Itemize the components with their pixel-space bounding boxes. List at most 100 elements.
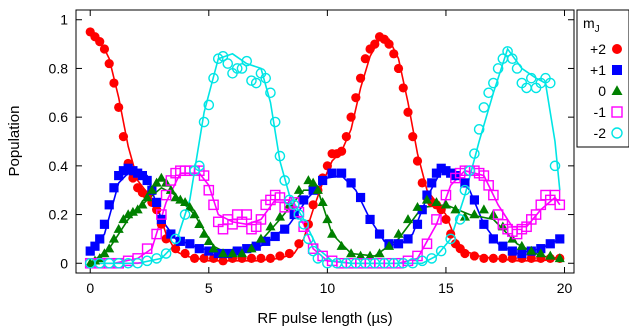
data-point [123,163,133,173]
data-point [171,244,181,254]
data-point [393,63,404,74]
data-point [203,184,215,196]
x-tick-label: 5 [205,280,213,296]
data-point [137,199,148,209]
data-point [544,77,556,89]
legend-marker [612,44,622,54]
data-point [104,243,115,253]
data-point [322,214,333,224]
y-axis-title: Population [6,106,23,177]
data-point [351,93,361,103]
legend-label: -2 [594,125,607,141]
data-point [284,248,295,259]
data-point [421,194,433,204]
plot-frame [75,9,575,274]
data-point [123,209,134,219]
data-point [217,50,229,62]
fit-line--2 [90,47,561,265]
y-tick-label: 0.8 [49,60,69,76]
data-point [227,248,238,258]
data-point [483,87,494,99]
data-point [242,244,252,254]
data-point [402,214,414,224]
data-point [441,214,451,225]
data-point [441,166,451,176]
data-point [246,243,257,253]
data-point [307,245,319,257]
data-point [156,209,167,220]
data-point [498,241,508,251]
data-point [208,199,219,211]
data-point [132,253,143,264]
data-point [479,253,489,263]
data-point [417,178,427,188]
data-point [431,197,442,207]
data-point [236,248,248,258]
data-point [435,245,447,257]
legend-label: +2 [590,41,606,57]
data-point [554,253,565,263]
legend-title-main: m [583,15,595,31]
data-point [403,107,413,117]
data-point [549,160,561,172]
data-point [440,189,452,201]
data-point [194,219,205,228]
data-point [109,183,119,193]
x-tick-label: 15 [438,280,454,296]
data-point [412,219,423,229]
data-point [421,238,433,250]
data-point [255,233,267,243]
data-point [231,63,243,74]
data-point [204,246,214,256]
data-point [526,72,537,84]
data-point [118,214,129,224]
y-tick-label: 0.6 [49,109,69,125]
data-point [274,211,286,221]
data-point [141,243,153,254]
data-point [133,168,143,178]
data-point [469,148,480,159]
data-point [208,243,219,253]
data-point [298,218,309,230]
data-point [160,248,172,259]
x-axis-title: RF pulse length (µs) [257,310,392,327]
data-point [426,253,438,264]
data-point [222,58,234,69]
data-point [337,146,347,156]
legend-marker [612,65,622,75]
data-point [469,195,479,205]
data-point [223,248,233,259]
data-point [194,160,205,172]
data-point [526,245,537,255]
data-point [180,197,191,207]
data-point [104,58,114,69]
data-point [279,175,290,186]
data-point [261,236,271,246]
data-point [308,200,318,210]
data-point [241,55,253,67]
data-point [555,234,565,244]
data-point [142,175,152,186]
data-point [199,253,209,263]
data-point [436,163,446,173]
data-point [165,184,176,194]
data-point [170,233,181,245]
data-point [255,214,267,225]
data-point [545,250,556,260]
data-point [308,185,318,195]
data-point [99,248,110,258]
legend-marker [611,106,623,118]
data-point [412,156,423,166]
data-point [95,234,105,244]
data-point [160,189,172,201]
data-point [478,204,489,214]
data-point [507,53,518,65]
legend-label: -1 [594,104,607,120]
data-point [180,248,190,259]
data-point [156,172,167,182]
data-point [118,166,129,176]
data-point [393,228,404,238]
data-point [265,253,276,263]
data-point [146,184,157,194]
data-point [488,77,499,89]
